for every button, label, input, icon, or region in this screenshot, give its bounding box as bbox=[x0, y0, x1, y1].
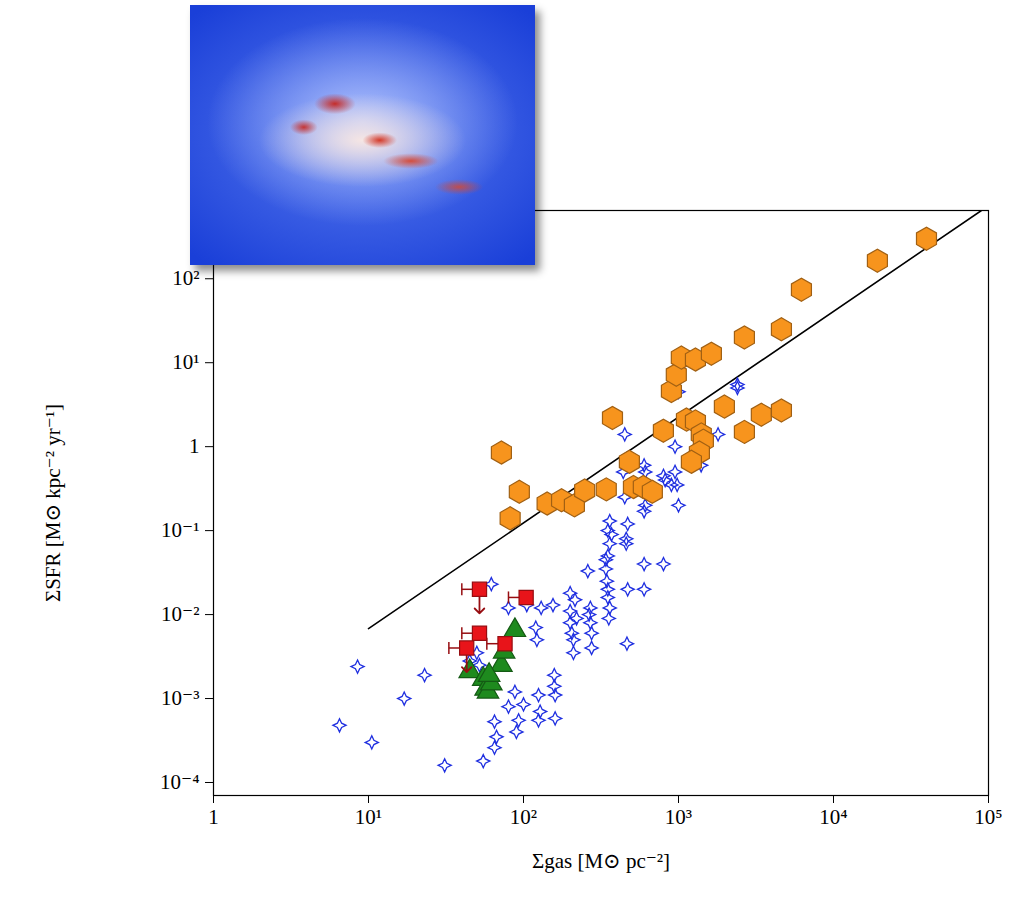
svg-text:10²: 10² bbox=[510, 805, 537, 829]
svg-text:10⁻²: 10⁻² bbox=[161, 602, 199, 626]
svg-text:1: 1 bbox=[208, 805, 219, 829]
svg-text:10²: 10² bbox=[172, 266, 199, 290]
svg-text:10⁵: 10⁵ bbox=[974, 805, 1002, 829]
svg-text:10⁻³: 10⁻³ bbox=[161, 686, 199, 710]
svg-text:Σgas [M⊙ pc⁻²]: Σgas [M⊙ pc⁻²] bbox=[532, 849, 670, 873]
svg-text:10⁴: 10⁴ bbox=[819, 805, 847, 829]
svg-text:10⁻⁴: 10⁻⁴ bbox=[160, 770, 199, 794]
svg-text:10¹: 10¹ bbox=[172, 350, 199, 374]
svg-text:10¹: 10¹ bbox=[355, 805, 382, 829]
svg-text:ΣSFR [M⊙ kpc⁻² yr⁻¹]: ΣSFR [M⊙ kpc⁻² yr⁻¹] bbox=[41, 404, 65, 602]
svg-text:10⁻¹: 10⁻¹ bbox=[161, 518, 199, 542]
svg-text:1: 1 bbox=[189, 434, 200, 458]
svg-text:10³: 10³ bbox=[665, 805, 692, 829]
